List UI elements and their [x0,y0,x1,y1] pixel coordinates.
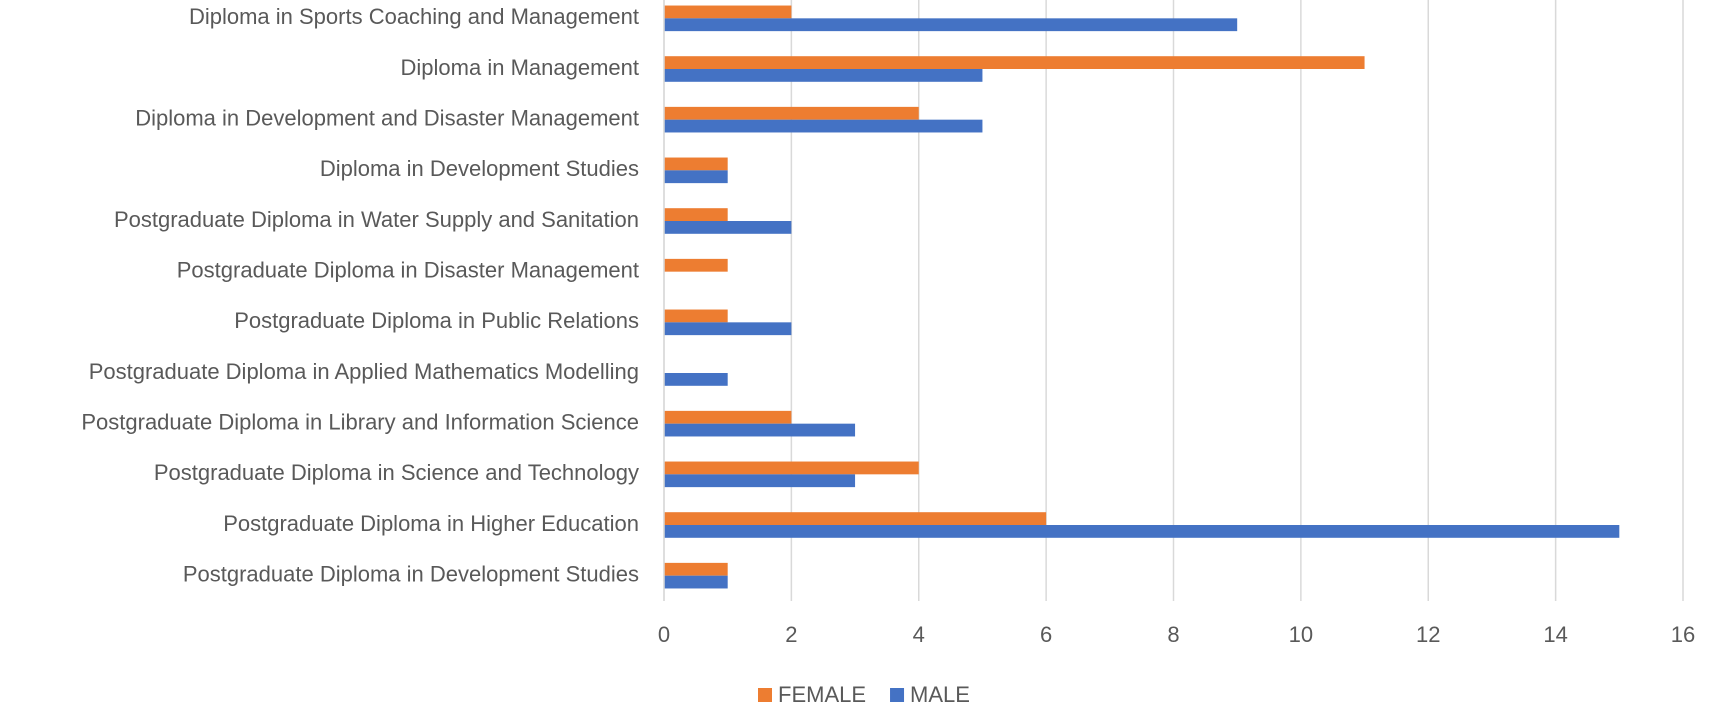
bar [664,208,728,221]
y-tick-label: Postgraduate Diploma in Higher Education [223,511,639,536]
bar [664,170,728,184]
x-tick-label: 16 [1671,622,1695,647]
y-tick-label: Postgraduate Diploma in Disaster Managem… [177,257,639,282]
y-tick-label: Postgraduate Diploma in Library and Info… [81,409,639,434]
legend-swatch [890,688,905,702]
bar [664,322,792,336]
y-tick-label: Postgraduate Diploma in Development Stud… [183,561,639,586]
x-tick-label: 4 [913,622,925,647]
bar [664,5,792,19]
y-tick-label: Postgraduate Diploma in Water Supply and… [114,207,639,232]
x-tick-label: 10 [1289,622,1313,647]
bar [664,106,919,120]
y-tick-label: Postgraduate Diploma in Public Relations [234,308,639,333]
y-tick-label: Diploma in Management [401,55,639,80]
bar [664,410,792,424]
bar [664,525,1620,538]
y-tick-label: Diploma in Development and Disaster Mana… [135,105,639,130]
bar [664,56,1365,69]
x-tick-label: 8 [1167,622,1179,647]
bar [664,309,728,323]
legend-label: FEMALE [778,682,866,707]
bar [664,373,728,386]
bar [664,69,983,82]
y-tick-label: Diploma in Sports Coaching and Managemen… [189,4,639,29]
bar [664,474,856,488]
bar [664,461,919,475]
bar [664,423,856,437]
bar [664,575,728,589]
legend-label: MALE [910,682,970,707]
y-tick-label: Postgraduate Diploma in Science and Tech… [154,460,639,485]
legend-swatch [758,688,772,702]
bar [664,157,728,171]
y-tick-label: Postgraduate Diploma in Applied Mathemat… [89,359,639,384]
bar [664,119,983,133]
bar [664,512,1047,525]
x-tick-label: 14 [1543,622,1567,647]
bar [664,258,728,272]
bar [664,18,1238,32]
bar [664,221,792,234]
x-tick-label: 12 [1416,622,1440,647]
x-tick-label: 2 [785,622,797,647]
bar [664,562,728,576]
y-tick-label: Diploma in Development Studies [320,156,639,181]
x-tick-label: 0 [658,622,670,647]
x-tick-label: 6 [1040,622,1052,647]
